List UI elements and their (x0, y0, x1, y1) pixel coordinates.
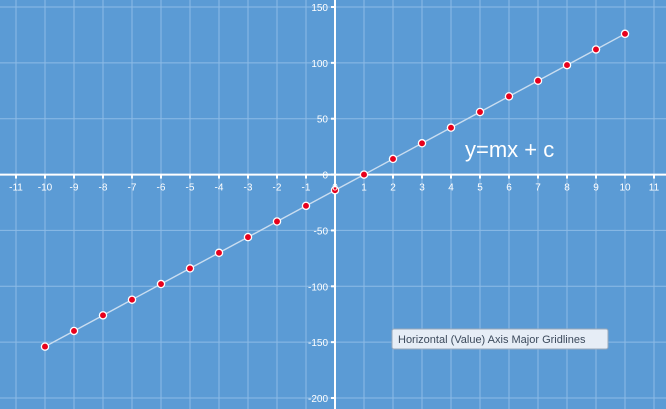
data-point (214, 248, 224, 258)
equation-annotation: y=mx + c (465, 137, 554, 162)
data-point (533, 76, 543, 85)
tooltip-box (391, 328, 609, 350)
data-point (562, 60, 572, 70)
tooltip-text: Horizontal (Value) Axis Major Gridlines (398, 334, 586, 346)
x-tick-label: 6 (506, 183, 512, 194)
x-tick-label: 8 (564, 183, 570, 194)
y-tick-label: 150 (311, 3, 328, 14)
tooltip: Horizontal (Value) Axis Major Gridlines (391, 328, 609, 350)
y-tick-label: -150 (308, 338, 328, 349)
x-tick-label: -6 (157, 183, 166, 194)
x-tick-label: -1 (302, 183, 311, 194)
series-layer (40, 29, 630, 351)
x-tick-label: -5 (186, 183, 195, 194)
y-tick-label: 0 (322, 171, 328, 182)
data-point (185, 264, 195, 273)
data-point (620, 29, 630, 39)
y-tick-label: -100 (308, 282, 328, 293)
data-point (591, 45, 601, 54)
x-tick-label: -7 (128, 183, 137, 194)
x-tick-label: -11 (9, 183, 23, 194)
x-tick-label: 7 (535, 183, 541, 194)
x-tick-label: -4 (215, 183, 224, 194)
data-point (156, 279, 166, 289)
x-tick-label: -10 (38, 183, 53, 194)
y-tick-label: 50 (317, 115, 329, 126)
data-point (475, 107, 485, 117)
data-point (98, 311, 108, 320)
x-tick-label: 0 (332, 183, 338, 194)
data-point (504, 92, 514, 101)
data-point (301, 201, 311, 211)
data-point (446, 123, 456, 132)
x-tick-label: -3 (244, 183, 253, 194)
x-tick-label: 5 (477, 183, 483, 194)
x-tick-label: 1 (361, 183, 367, 194)
x-tick-label: -2 (273, 183, 282, 194)
x-tick-label: -9 (70, 183, 79, 194)
y-tick-label: -200 (308, 394, 328, 405)
data-point (330, 185, 340, 195)
y-tick-label: 100 (311, 59, 328, 70)
data-point (272, 217, 282, 226)
y-tick-label: -50 (314, 226, 329, 237)
data-point (40, 342, 50, 351)
x-tick-label: -8 (99, 183, 108, 194)
data-point (243, 232, 253, 242)
data-point (417, 139, 427, 148)
x-tick-label: 3 (419, 183, 425, 194)
data-point (127, 295, 137, 304)
x-tick-label: 2 (390, 183, 396, 194)
data-point (388, 154, 398, 164)
label-layer: -11 -10 -9 -8 -7 -6 -5 -4 -3 -2 -1 0 1 2 3 4 5 6 7 8 9 10 11-2… (9, 3, 659, 405)
x-tick-label: 9 (593, 183, 599, 194)
x-tick-label: 4 (448, 183, 454, 194)
x-tick-label: 11 (649, 183, 660, 194)
x-tick-label: 10 (619, 183, 631, 194)
data-point (359, 170, 369, 179)
data-point (69, 326, 79, 336)
